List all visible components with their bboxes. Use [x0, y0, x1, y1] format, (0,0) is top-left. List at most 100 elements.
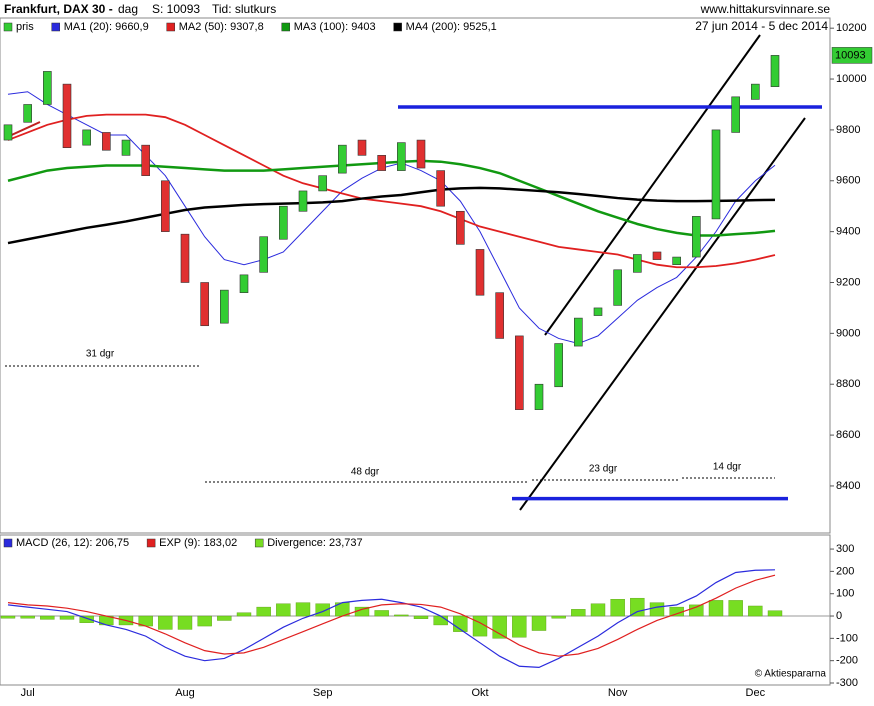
y-tick-label: 10000: [836, 73, 867, 85]
candle: [377, 155, 386, 171]
candle: [436, 170, 445, 207]
divergence-bar: [433, 615, 448, 626]
divergence-bar: [217, 615, 232, 621]
candle: [220, 289, 229, 324]
candle: [200, 282, 209, 327]
divergence-bar: [531, 615, 547, 631]
legend-label: MA4 (200): 9525,1: [406, 21, 497, 33]
y-tick-label: 10200: [836, 22, 867, 34]
legend-label: EXP (9): 183,02: [159, 537, 237, 549]
candle: [23, 104, 32, 123]
legend-swatch: [3, 22, 13, 32]
divergence-bar: [610, 599, 625, 617]
annotation: 23 dgr: [589, 464, 618, 475]
divergence-bar: [40, 615, 55, 620]
divergence-bar: [689, 604, 704, 617]
y-tick-label: 9200: [836, 276, 860, 288]
legend-swatch: [3, 538, 13, 548]
x-tick-label: Aug: [175, 687, 195, 699]
divergence-bar: [748, 605, 763, 617]
legend-swatch: [281, 22, 290, 32]
date-range: 27 jun 2014 - 5 dec 2014: [695, 19, 828, 33]
x-tick-label: Sep: [313, 687, 333, 699]
x-tick-label: Dec: [746, 687, 766, 699]
candle: [672, 256, 681, 265]
divergence-bar: [649, 602, 665, 617]
y-tick-label: 9600: [836, 175, 860, 187]
divergence-bar: [590, 603, 606, 617]
candle: [731, 96, 740, 133]
candle: [416, 139, 426, 169]
legend-swatch: [393, 22, 402, 32]
annotation: 14 dgr: [713, 462, 742, 473]
macd-line: [7, 574, 776, 657]
candle: [751, 83, 760, 100]
y-tick-label: 8600: [836, 429, 860, 441]
credit: © Aktiespararna: [755, 669, 827, 680]
candle: [574, 317, 583, 347]
legend-swatch: [166, 22, 175, 32]
divergence-bar: [0, 615, 16, 619]
last-price-label: 10093: [835, 49, 866, 61]
last-price-box: [831, 47, 873, 64]
divergence-bar: [767, 610, 783, 617]
candle: [298, 190, 308, 212]
legend-swatch: [146, 538, 156, 548]
x-tick-label: Okt: [471, 687, 488, 699]
period: dag: [118, 2, 138, 16]
candle: [495, 292, 504, 339]
legend-label: MACD (26, 12): 206,75: [16, 537, 129, 549]
ma-line: [7, 159, 776, 237]
instrument: Frankfurt, DAX 30 -: [4, 2, 113, 16]
candle: [279, 205, 288, 240]
candle: [613, 269, 622, 306]
y-tick-label: 200: [836, 565, 854, 577]
candle: [652, 251, 662, 260]
divergence-bar: [708, 600, 724, 617]
site: www.hittakursvinnare.se: [700, 2, 831, 16]
candle: [456, 210, 465, 245]
y-tick-label: 8800: [836, 378, 860, 390]
candle: [475, 249, 485, 296]
candle: [711, 129, 721, 220]
candle: [357, 139, 367, 156]
ma-line: [7, 91, 776, 345]
candle: [141, 144, 150, 176]
y-tick-label: 8400: [836, 480, 860, 492]
ma-line: [7, 113, 776, 269]
divergence-bar: [295, 602, 311, 617]
y-tick-label: 9400: [836, 226, 860, 238]
candle: [259, 236, 268, 273]
candle: [102, 132, 111, 151]
macd-panel: [0, 534, 831, 686]
divergence-bar: [512, 615, 527, 638]
y-tick-label: -100: [836, 632, 858, 644]
annotation: 48 dgr: [351, 467, 380, 478]
legend-label: MA2 (50): 9307,8: [179, 21, 264, 33]
divergence-bar: [492, 615, 507, 639]
day-arrows: [5, 365, 775, 483]
divergence-bar: [728, 600, 743, 617]
legend-label: MA1 (20): 9660,9: [64, 21, 149, 33]
x-tick-label: Jul: [21, 687, 35, 699]
price-panel: [0, 17, 831, 534]
legend-label: pris: [16, 21, 34, 33]
candle: [239, 274, 249, 293]
macd-line: [7, 569, 776, 668]
annotation: 31 dgr: [86, 349, 115, 360]
y-tick-label: 100: [836, 588, 854, 600]
y-tick-label: 0: [836, 610, 842, 622]
divergence-bar: [20, 615, 35, 619]
legend-label: MA3 (100): 9403: [294, 21, 376, 33]
legend-swatch: [254, 538, 264, 548]
divergence-bar: [551, 615, 566, 619]
candle: [161, 180, 170, 232]
candle: [62, 83, 72, 149]
y-tick-label: 9800: [836, 124, 860, 136]
time: Tid: slutkurs: [212, 2, 276, 16]
legend-swatch: [51, 22, 60, 32]
divergence-bar: [79, 615, 94, 623]
legend-label: Divergence: 23,737: [267, 537, 362, 549]
